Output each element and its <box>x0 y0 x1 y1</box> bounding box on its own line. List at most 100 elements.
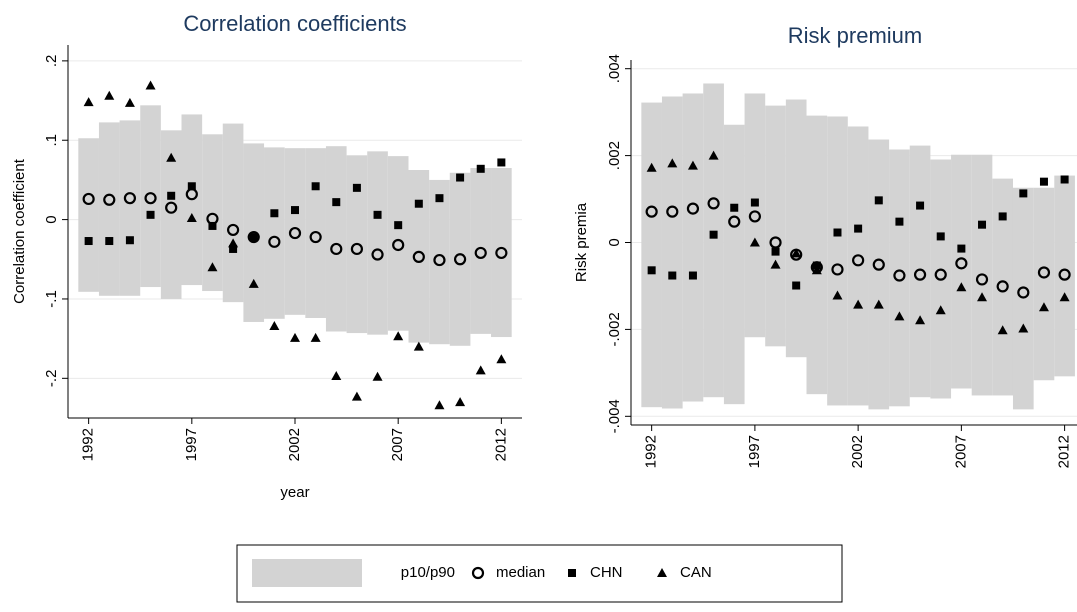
chart-title: Correlation coefficients <box>183 11 406 36</box>
legend-label: median <box>496 564 545 581</box>
chn-marker <box>229 244 238 253</box>
can-marker <box>956 282 967 292</box>
chn-marker <box>1060 175 1069 184</box>
can-marker <box>372 371 383 381</box>
can-marker <box>83 97 94 107</box>
band <box>951 154 972 389</box>
band <box>119 120 141 296</box>
chn-marker <box>497 158 506 167</box>
chn-marker <box>105 237 114 246</box>
band <box>387 156 409 331</box>
chn-marker <box>874 196 883 205</box>
x-tick-label: 2012 <box>1056 435 1073 468</box>
chn-marker <box>187 182 196 191</box>
can-marker <box>434 400 445 410</box>
y-tick-label: .1 <box>43 134 60 147</box>
median-marker <box>852 254 865 267</box>
median-marker <box>165 201 178 214</box>
chn-marker <box>957 244 966 253</box>
band <box>284 148 306 315</box>
can-marker <box>791 248 802 258</box>
y-tick-label: 0 <box>43 215 60 223</box>
can-marker <box>166 152 177 162</box>
legend-label: CHN <box>590 564 623 581</box>
can-marker <box>832 290 843 300</box>
band <box>367 151 388 335</box>
can-marker <box>186 213 197 223</box>
band <box>806 115 828 395</box>
chn-marker <box>373 210 382 219</box>
chn-marker <box>311 182 320 191</box>
band <box>449 172 471 346</box>
chn-marker <box>291 206 299 215</box>
can-marker <box>894 311 905 321</box>
can-marker <box>853 299 864 309</box>
can-marker <box>749 237 760 247</box>
median-marker <box>474 246 487 260</box>
median-marker <box>412 250 425 263</box>
can-marker <box>145 80 156 90</box>
chn-marker <box>750 198 759 207</box>
median-marker <box>975 273 989 286</box>
median-marker <box>913 268 927 281</box>
can-marker <box>455 397 466 407</box>
legend-swatch <box>471 566 485 580</box>
can-marker <box>496 354 507 364</box>
band <box>491 168 512 338</box>
median-marker <box>453 253 467 266</box>
band <box>682 93 704 402</box>
band <box>641 102 662 408</box>
chn-marker <box>668 271 677 280</box>
chn-marker <box>249 233 258 242</box>
can-marker <box>811 265 822 275</box>
can-marker <box>248 278 259 288</box>
chn-marker <box>895 217 904 226</box>
median-marker <box>226 223 240 237</box>
median-marker <box>1058 268 1071 281</box>
band <box>909 145 931 398</box>
band <box>1033 187 1055 381</box>
y-tick-label: -.002 <box>606 312 623 346</box>
median-marker <box>371 248 384 261</box>
chn-marker <box>1019 189 1028 198</box>
legend-label: CAN <box>680 564 712 581</box>
y-tick-label: .002 <box>606 141 623 170</box>
x-tick-label: 2002 <box>286 428 303 461</box>
median-marker <box>82 192 95 206</box>
can-marker <box>228 238 239 248</box>
chn-marker <box>84 237 93 246</box>
median-marker <box>872 258 885 271</box>
chn-marker <box>476 164 485 173</box>
band <box>264 147 285 319</box>
x-tick-label: 2007 <box>389 428 406 461</box>
can-marker <box>290 332 300 342</box>
band <box>202 134 223 292</box>
chn-marker <box>978 220 987 229</box>
band <box>325 146 347 332</box>
can-marker <box>935 305 946 315</box>
chn-marker <box>208 221 217 230</box>
median-marker <box>996 280 1009 293</box>
median-marker <box>268 235 281 248</box>
can-marker <box>207 262 218 272</box>
chn-marker <box>936 232 945 241</box>
median-marker <box>831 263 844 276</box>
band <box>744 93 766 338</box>
band <box>785 99 807 358</box>
band <box>78 138 99 292</box>
legend-swatch <box>568 569 576 577</box>
can-marker <box>915 315 926 325</box>
band <box>1054 175 1075 377</box>
chart-title: Risk premium <box>788 23 922 48</box>
band <box>160 130 182 299</box>
median-marker <box>433 253 446 267</box>
can-marker <box>475 365 486 375</box>
can-marker <box>269 320 280 330</box>
chn-marker <box>167 191 176 200</box>
band <box>661 96 683 409</box>
chn-marker <box>270 209 279 218</box>
x-tick-label: 2002 <box>849 435 866 468</box>
x-tick-label: 1992 <box>643 435 660 468</box>
median-marker <box>934 268 947 281</box>
band <box>889 149 910 407</box>
